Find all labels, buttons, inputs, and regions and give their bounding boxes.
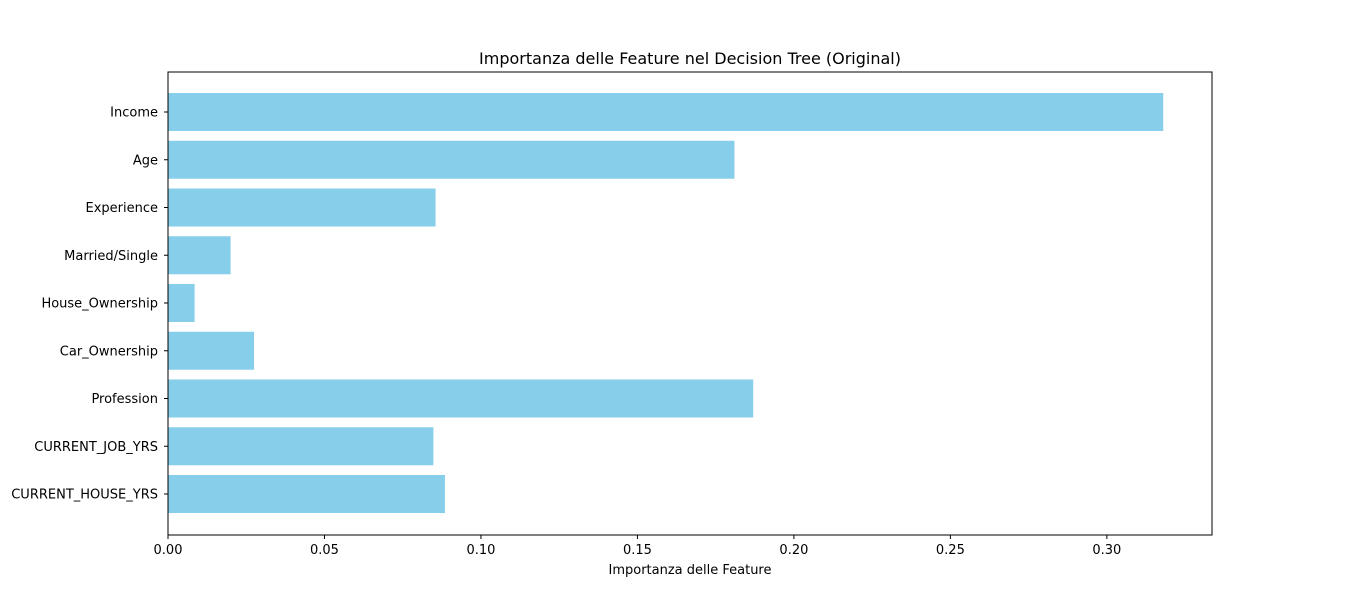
bar-current-job-yrs xyxy=(168,427,434,466)
y-tick-label: Experience xyxy=(86,201,159,216)
bar-car-ownership xyxy=(168,331,255,370)
bar-profession xyxy=(168,379,754,418)
x-tick-label: 0.00 xyxy=(154,543,183,558)
y-tick-label: Profession xyxy=(91,392,158,407)
x-tick-label: 0.15 xyxy=(623,543,652,558)
y-tick-label: Income xyxy=(110,106,158,121)
y-tick-label: Age xyxy=(133,153,158,168)
plot-frame xyxy=(167,71,1213,536)
x-axis-ticks: 0.00 0.05 0.10 0.15 0.20 0.25 0.30 xyxy=(154,535,1121,558)
bar-house-ownership xyxy=(168,284,195,322)
chart-title: Importanza delle Feature nel Decision Tr… xyxy=(479,49,901,68)
bars xyxy=(168,93,1164,513)
x-tick-label: 0.30 xyxy=(1092,543,1121,558)
x-tick-label: 0.25 xyxy=(936,543,965,558)
bar-married-single xyxy=(168,236,231,275)
y-tick-label: Car_Ownership xyxy=(60,344,158,359)
x-tick-label: 0.05 xyxy=(310,543,339,558)
bar-experience xyxy=(168,188,436,227)
x-tick-label: 0.10 xyxy=(466,543,495,558)
y-tick-label: Married/Single xyxy=(64,249,158,264)
y-tick-label: CURRENT_HOUSE_YRS xyxy=(11,488,158,503)
x-axis-label: Importanza delle Feature xyxy=(608,563,771,578)
bar-age xyxy=(168,140,735,179)
bar-current-house-yrs xyxy=(168,475,445,513)
y-axis-ticks: Income Age Experience Married/Single House_O… xyxy=(11,106,168,503)
x-tick-label: 0.20 xyxy=(779,543,808,558)
y-tick-label: CURRENT_JOB_YRS xyxy=(34,440,158,455)
bar-income xyxy=(168,93,1164,131)
y-tick-label: House_Ownership xyxy=(41,297,158,312)
